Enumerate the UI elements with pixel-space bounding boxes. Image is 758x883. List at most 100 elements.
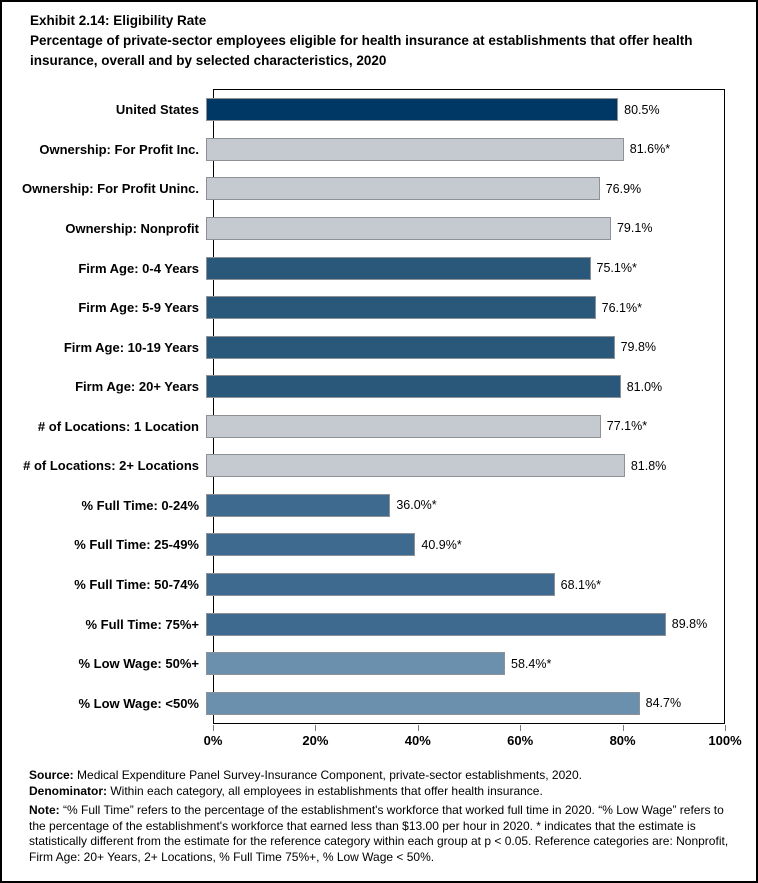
bar-area: 77.1%* bbox=[206, 414, 718, 438]
category-label: Ownership: For Profit Inc. bbox=[39, 141, 199, 157]
x-tick-label: 100% bbox=[708, 733, 742, 748]
tick-mark bbox=[213, 725, 214, 731]
category-label: % Low Wage: <50% bbox=[78, 695, 199, 711]
category-label: # of Locations: 1 Location bbox=[37, 418, 199, 434]
bar-area: 79.8% bbox=[206, 335, 718, 359]
bar bbox=[206, 454, 625, 478]
chart-row: # of Locations: 2+ Locations 81.8% bbox=[2, 446, 726, 486]
chart-row: Firm Age: 5-9 Years 76.1%* bbox=[2, 288, 726, 328]
value-label: 76.9% bbox=[605, 181, 642, 196]
chart-row: % Full Time: 0-24% 36.0%* bbox=[2, 486, 726, 526]
bar bbox=[206, 98, 619, 122]
bar-area: 58.4%* bbox=[206, 652, 718, 676]
bar bbox=[206, 493, 391, 517]
tick-mark bbox=[520, 725, 522, 731]
bar-area: 76.9% bbox=[206, 177, 718, 201]
page-title: Exhibit 2.14: Eligibility Rate bbox=[30, 13, 207, 28]
chart-row: % Full Time: 75%+ 89.8% bbox=[2, 604, 726, 644]
category-label: Firm Age: 5-9 Years bbox=[78, 300, 199, 316]
bar bbox=[206, 573, 555, 597]
chart-row: Firm Age: 10-19 Years 79.8% bbox=[2, 327, 726, 367]
value-label: 76.1%* bbox=[601, 300, 642, 315]
value-label: 36.0%* bbox=[396, 498, 437, 513]
bar bbox=[206, 691, 640, 715]
bar bbox=[206, 612, 666, 636]
bar-area: 36.0%* bbox=[206, 493, 718, 517]
denominator-label: Denominator: bbox=[29, 783, 107, 798]
chart-rows: United States 80.5% Ownership: For Profit … bbox=[2, 90, 726, 723]
category-label: % Full Time: 75%+ bbox=[85, 616, 199, 632]
value-label: 77.1%* bbox=[606, 419, 648, 434]
x-tick-label: 40% bbox=[404, 733, 431, 748]
source-line: Source: Medical Expenditure Panel Survey… bbox=[29, 768, 737, 784]
bar-area: 40.9%* bbox=[206, 533, 718, 557]
category-label: # of Locations: 2+ Locations bbox=[23, 458, 199, 474]
value-label: 81.8% bbox=[630, 458, 667, 473]
category-label: Firm Age: 0-4 Years bbox=[78, 260, 199, 276]
value-label: 81.0% bbox=[626, 379, 663, 394]
bar bbox=[206, 296, 596, 320]
value-label: 40.9%* bbox=[421, 537, 462, 552]
bar-area: 76.1%* bbox=[206, 296, 718, 320]
bar bbox=[206, 137, 624, 161]
chart-row: Firm Age: 20+ Years 81.0% bbox=[2, 367, 726, 407]
bar bbox=[206, 375, 621, 399]
chart-row: % Low Wage: <50% 84.7% bbox=[2, 683, 726, 723]
value-label: 75.1%* bbox=[596, 261, 637, 276]
denominator-line: Denominator: Within each category, all e… bbox=[29, 784, 737, 800]
value-label: 80.5% bbox=[624, 102, 660, 117]
bar-area: 81.8% bbox=[206, 454, 718, 478]
chart-row: # of Locations: 1 Location 77.1%* bbox=[2, 407, 726, 447]
value-label: 79.1% bbox=[616, 221, 653, 236]
bar-area: 89.8% bbox=[206, 612, 718, 636]
chart-row: % Full Time: 25-49% 40.9%* bbox=[2, 525, 726, 565]
footer: Source: Medical Expenditure Panel Survey… bbox=[29, 768, 737, 865]
category-label: % Full Time: 0-24% bbox=[81, 497, 199, 513]
chart-row: % Full Time: 50-74% 68.1%* bbox=[2, 565, 726, 605]
tick-mark bbox=[315, 725, 317, 731]
category-label: United States bbox=[115, 102, 199, 118]
x-tick-label: 20% bbox=[302, 733, 329, 748]
note-label: Note: bbox=[29, 803, 60, 817]
bar bbox=[206, 533, 416, 557]
category-label: Ownership: Nonprofit bbox=[65, 220, 199, 236]
value-label: 68.1%* bbox=[560, 577, 601, 592]
category-label: Ownership: For Profit Uninc. bbox=[22, 181, 199, 197]
bar bbox=[206, 414, 601, 438]
chart-row: Ownership: For Profit Uninc. 76.9% bbox=[2, 169, 726, 209]
denominator-text: Within each category, all employees in e… bbox=[110, 783, 543, 798]
tick-mark bbox=[622, 725, 624, 731]
source-text: Medical Expenditure Panel Survey-Insuran… bbox=[77, 768, 582, 782]
x-tick-label: 0% bbox=[203, 733, 223, 748]
category-label: % Full Time: 25-49% bbox=[74, 537, 199, 553]
page-subtitle: Percentage of private-sector employees e… bbox=[30, 33, 693, 68]
x-axis-ticks: 0% 20% 40% 60% 80% 100% bbox=[204, 725, 742, 755]
bar-area: 68.1%* bbox=[206, 573, 718, 597]
value-label: 81.6%* bbox=[629, 142, 671, 157]
bar-area: 80.5% bbox=[206, 98, 718, 122]
category-label: % Low Wage: 50%+ bbox=[78, 656, 199, 672]
bar-area: 75.1%* bbox=[206, 256, 718, 280]
chart-row: United States 80.5% bbox=[2, 90, 726, 130]
chart-row: Ownership: Nonprofit 79.1% bbox=[2, 209, 726, 249]
category-label: % Full Time: 50-74% bbox=[74, 577, 199, 593]
bar-area: 84.7% bbox=[206, 691, 718, 715]
title-block: Exhibit 2.14: Eligibility Rate Percentag… bbox=[30, 11, 732, 71]
chart-row: % Low Wage: 50%+ 58.4%* bbox=[2, 644, 726, 684]
category-label: Firm Age: 20+ Years bbox=[75, 379, 199, 395]
tick-mark bbox=[725, 725, 726, 731]
value-label: 89.8% bbox=[671, 617, 708, 632]
chart-row: Firm Age: 0-4 Years 75.1%* bbox=[2, 248, 726, 288]
bar bbox=[206, 256, 591, 280]
bar bbox=[206, 652, 505, 676]
category-label: Firm Age: 10-19 Years bbox=[63, 339, 199, 355]
bar-area: 81.6%* bbox=[206, 137, 718, 161]
bar bbox=[206, 177, 600, 201]
value-label: 58.4%* bbox=[511, 656, 552, 671]
tick-mark bbox=[417, 725, 419, 731]
x-tick-label: 80% bbox=[609, 733, 636, 748]
bar bbox=[206, 335, 615, 359]
chart-row: Ownership: For Profit Inc. 81.6%* bbox=[2, 130, 726, 170]
value-label: 79.8% bbox=[620, 340, 657, 355]
